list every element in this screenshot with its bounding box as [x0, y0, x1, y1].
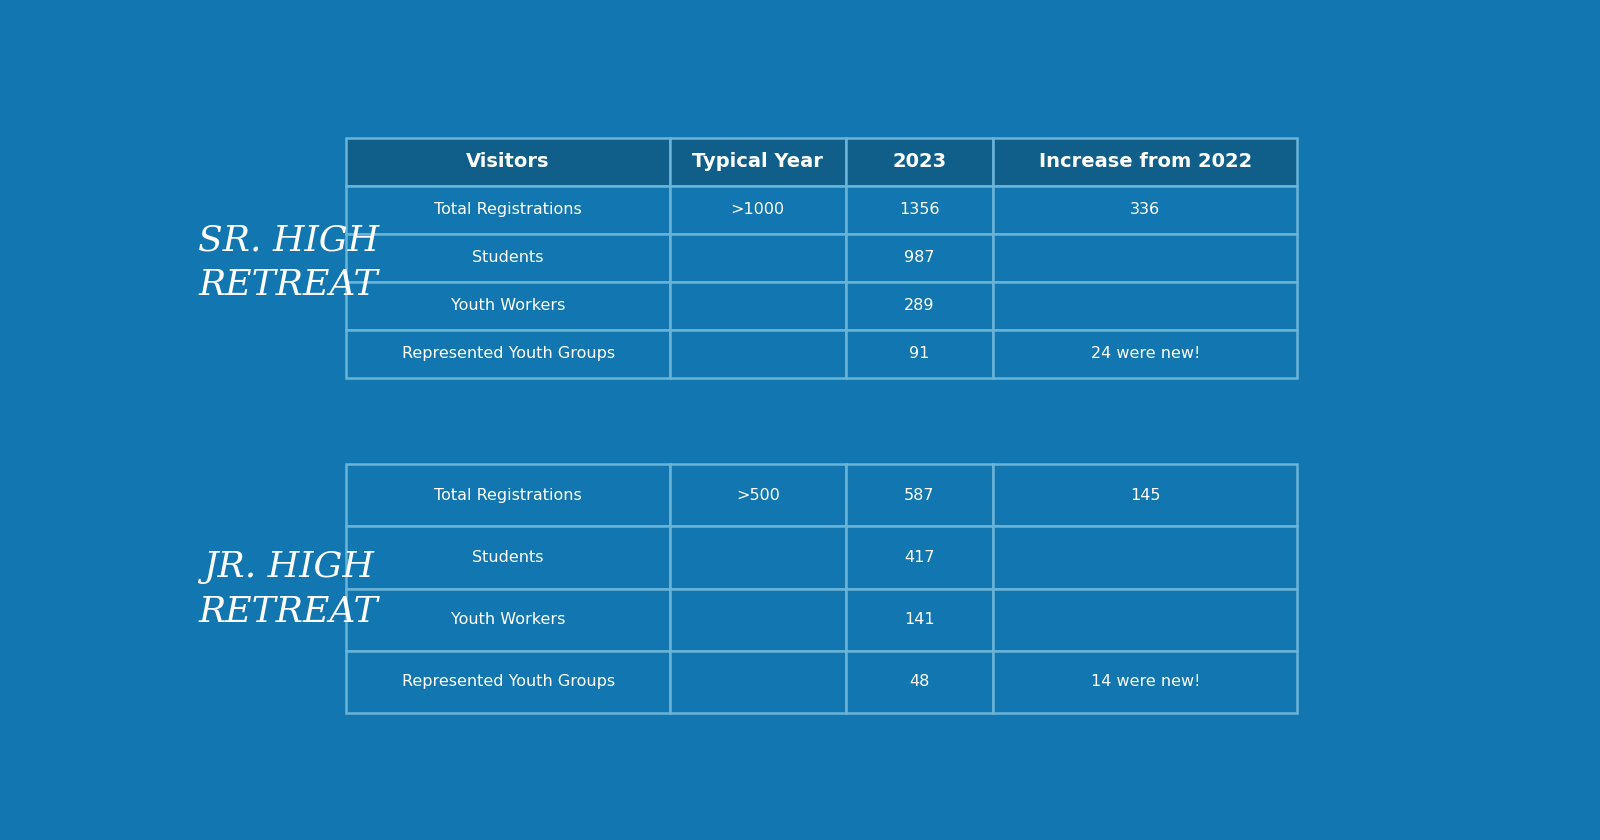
Bar	[846, 186, 994, 234]
Bar	[670, 138, 846, 186]
Bar	[670, 589, 846, 651]
Bar	[846, 465, 994, 527]
Bar	[994, 465, 1298, 527]
Text: Youth Workers: Youth Workers	[451, 298, 565, 313]
Bar	[347, 651, 670, 713]
Bar	[846, 330, 994, 378]
Text: 587: 587	[904, 488, 934, 503]
Bar	[846, 234, 994, 282]
Text: 289: 289	[904, 298, 934, 313]
Text: Students: Students	[472, 550, 544, 565]
Bar	[670, 651, 846, 713]
Bar	[670, 527, 846, 589]
Text: Total Registrations: Total Registrations	[434, 488, 582, 503]
Bar	[670, 186, 846, 234]
Text: SR. HIGH
RETREAT: SR. HIGH RETREAT	[198, 223, 379, 302]
Bar	[846, 527, 994, 589]
Text: Represented Youth Groups: Represented Youth Groups	[402, 346, 614, 361]
Text: >1000: >1000	[731, 202, 784, 218]
Bar	[347, 465, 670, 527]
Bar	[347, 138, 670, 186]
Bar	[846, 138, 994, 186]
Text: 14 were new!: 14 were new!	[1091, 675, 1200, 690]
Text: 48: 48	[909, 675, 930, 690]
Text: 417: 417	[904, 550, 934, 565]
Bar	[994, 234, 1298, 282]
Bar	[994, 527, 1298, 589]
Text: 2023: 2023	[893, 152, 947, 171]
Bar	[670, 330, 846, 378]
Text: >500: >500	[736, 488, 779, 503]
Text: 1356: 1356	[899, 202, 939, 218]
Bar	[670, 282, 846, 330]
Bar	[994, 282, 1298, 330]
Bar	[994, 589, 1298, 651]
Text: Typical Year: Typical Year	[693, 152, 822, 171]
Bar	[994, 330, 1298, 378]
Text: 336: 336	[1130, 202, 1160, 218]
Bar	[347, 186, 670, 234]
Bar	[347, 589, 670, 651]
Text: 145: 145	[1130, 488, 1160, 503]
Bar	[347, 234, 670, 282]
Text: 91: 91	[909, 346, 930, 361]
Text: Students: Students	[472, 250, 544, 265]
Text: JR. HIGH
RETREAT: JR. HIGH RETREAT	[198, 550, 379, 629]
Bar	[846, 651, 994, 713]
Bar	[994, 138, 1298, 186]
Bar	[347, 330, 670, 378]
Bar	[846, 589, 994, 651]
Text: Increase from 2022: Increase from 2022	[1038, 152, 1251, 171]
Text: Youth Workers: Youth Workers	[451, 612, 565, 627]
Bar	[846, 282, 994, 330]
Text: Visitors: Visitors	[466, 152, 550, 171]
Text: 24 were new!: 24 were new!	[1091, 346, 1200, 361]
Bar	[670, 234, 846, 282]
Bar	[670, 465, 846, 527]
Bar	[347, 527, 670, 589]
Text: Total Registrations: Total Registrations	[434, 202, 582, 218]
Bar	[994, 186, 1298, 234]
Bar	[347, 282, 670, 330]
Text: 987: 987	[904, 250, 934, 265]
Text: Represented Youth Groups: Represented Youth Groups	[402, 675, 614, 690]
Text: 141: 141	[904, 612, 934, 627]
Bar	[994, 651, 1298, 713]
